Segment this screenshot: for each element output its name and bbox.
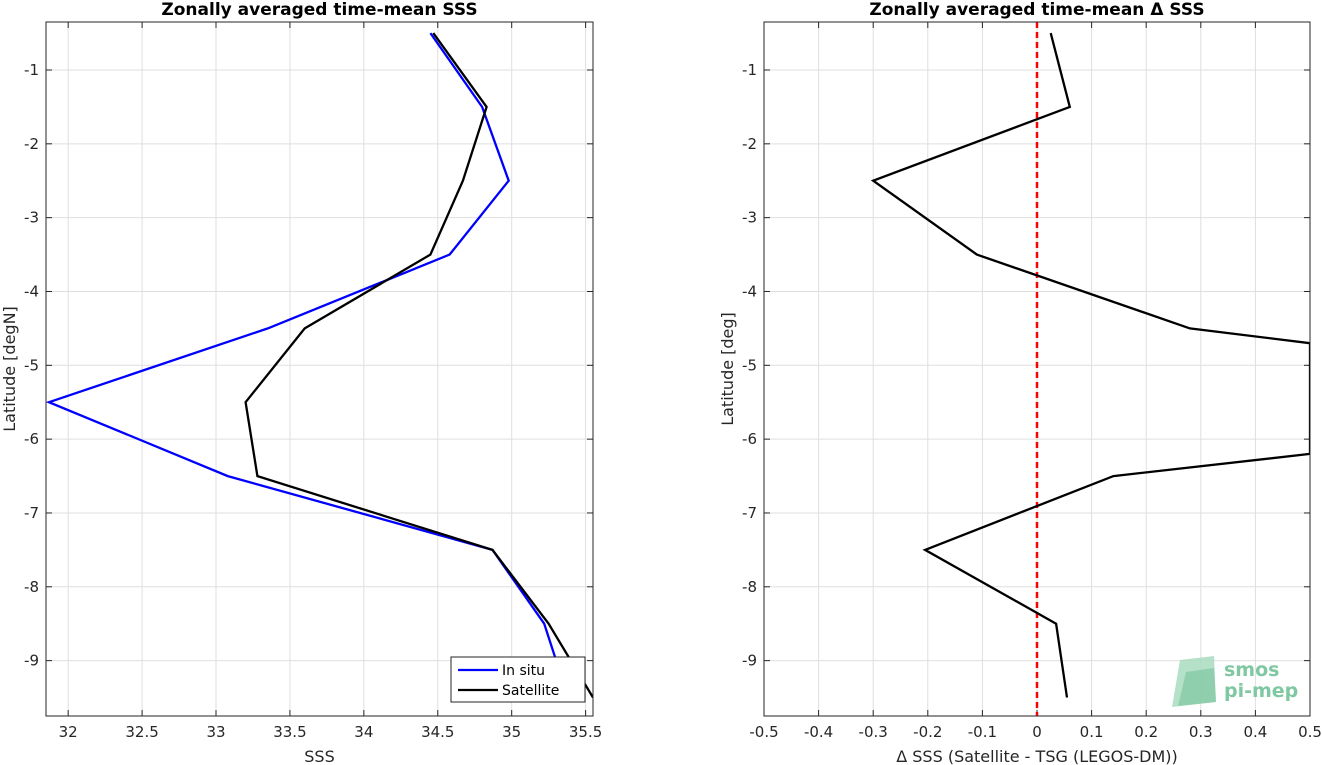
dsss-tick-label-y: -1: [742, 61, 757, 79]
legend-box: [450, 656, 586, 703]
dsss-tick-label-x: 0.1: [1080, 723, 1104, 741]
legend: In situ Satellite: [450, 656, 586, 703]
dsss-tick-label-x: -0.4: [804, 723, 833, 741]
sss-plot-area: [46, 22, 593, 716]
dsss-tick-label-x: 0.2: [1134, 723, 1158, 741]
panel-sss: 32 32.5 33 33.5 34 34.5 35 35.5 -1 -2 -3 -4 -5 -6 -7 -8…: [0, 0, 602, 765]
dsss-tick-label-x: -0.5: [749, 723, 778, 741]
sss-xlabel: SSS: [304, 747, 334, 765]
dsss-axes-box: [763, 21, 1311, 717]
dsss-tick-label-x: 0.5: [1298, 723, 1322, 741]
dsss-tick-label-y: -7: [742, 504, 757, 522]
dsss-tick-label-x: 0.3: [1189, 723, 1213, 741]
sss-tick-label-x: 32: [59, 723, 78, 741]
sss-tick-label-y: -5: [24, 356, 39, 374]
dsss-tick-label-x: -0.1: [968, 723, 997, 741]
sss-axes-box: [45, 21, 594, 717]
sss-tick-label-y: -6: [24, 430, 39, 448]
legend-label: Satellite: [502, 683, 559, 699]
dsss-tick-label-y: -6: [742, 430, 757, 448]
sss-ylabel: Latitude [degN]: [0, 306, 19, 432]
sss-tick-label-y: -9: [24, 652, 39, 670]
sss-tick-label-y: -7: [24, 504, 39, 522]
logo-text-pi-mep: pi-mep: [1224, 680, 1298, 702]
legend-label: In situ: [502, 663, 545, 679]
dsss-tick-label-y: -5: [742, 356, 757, 374]
logo-text-smos: smos: [1224, 659, 1279, 681]
sss-tick-label-y: -4: [24, 282, 39, 300]
sss-tick-label-x: 33: [206, 723, 225, 741]
dsss-tick-label-x: 0: [1032, 723, 1042, 741]
dsss-tick-label-y: -8: [742, 578, 757, 596]
sss-tick-label-y: -8: [24, 578, 39, 596]
dsss-tick-label-x: -0.3: [859, 723, 888, 741]
sss-tick-label-y: -2: [24, 135, 39, 153]
logo-mark-shade-icon: [1178, 668, 1216, 706]
sss-series-satellite-line: [244, 32, 593, 699]
panel-delta-sss: -0.5 -0.4 -0.3 -0.2 -0.1 0 0.1 0.2 0.3 0.4 0.5 -1 -2…: [718, 0, 1322, 765]
sss-series-in-situ-line: [46, 32, 565, 684]
dsss-series-0-line: [870, 32, 1310, 698]
sss-tick-label-y: -3: [24, 209, 39, 227]
dsss-tick-label-x: 0.4: [1243, 723, 1267, 741]
sss-tick-label-x: 33.5: [273, 723, 306, 741]
dsss-tick-label-x: -0.2: [913, 723, 942, 741]
sss-tick-label-y: -1: [24, 61, 39, 79]
dsss-tick-label-y: -3: [742, 209, 757, 227]
dsss-ylabel: Latitude [deg]: [718, 312, 737, 426]
dsss-tick-label-y: -9: [742, 652, 757, 670]
sss-title: Zonally averaged time-mean SSS: [161, 0, 477, 20]
sss-tick-label-x: 35: [502, 723, 521, 741]
dsss-tick-label-y: -4: [742, 282, 757, 300]
sss-tick-label-x: 34: [354, 723, 373, 741]
dsss-xlabel: Δ SSS (Satellite - TSG (LEGOS-DM)): [896, 747, 1178, 765]
dsss-tick-label-y: -2: [742, 135, 757, 153]
sss-tick-label-x: 35.5: [569, 723, 602, 741]
sss-tick-label-x: 34.5: [421, 723, 454, 741]
dsss-title: Zonally averaged time-mean Δ SSS: [869, 0, 1204, 20]
sss-tick-label-x: 32.5: [125, 723, 158, 741]
smos-pi-mep-logo: smos pi-mep: [1172, 656, 1298, 707]
